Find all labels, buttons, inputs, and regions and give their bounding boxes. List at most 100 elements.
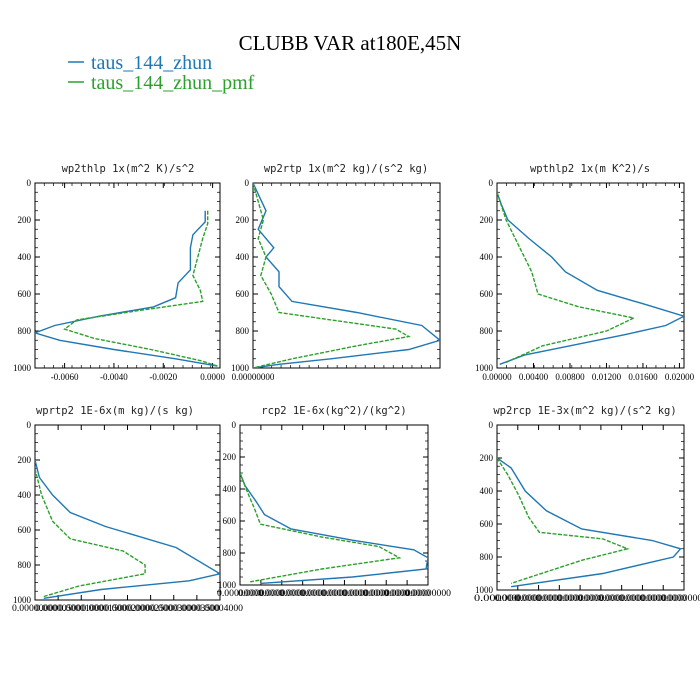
y-tick-label: 200 (480, 215, 494, 225)
x-tick-label: 0.00000000 (619, 593, 666, 603)
panel-1: wp2thlp 1x(m^2 K)/s^2 0 200 400 600 800 1000 -0… (13, 163, 225, 382)
x-tick-label: 0.00000000 (217, 588, 264, 598)
y-tick-label: 200 (236, 215, 250, 225)
y-tick-label: 800 (480, 552, 494, 562)
panel-title: wpthlp2 1x(m K^2)/s (530, 163, 650, 175)
x-tick-label: 0.00000000 (640, 593, 687, 603)
x-tick-label: 0.00000000 (495, 593, 542, 603)
y-tick-label: 200 (223, 452, 237, 462)
plot-frame (496, 424, 685, 591)
x-tick-label: 0.00000000 (12, 603, 59, 613)
y-tick-label: 0 (232, 420, 237, 430)
panel-title: rcp2 1E-6x(kg^2)/(kg^2) (261, 405, 406, 417)
series-line-taus-144-zhun (35, 459, 220, 599)
y-tick-label: 1000 (231, 363, 250, 373)
y-tick-label: 0 (489, 420, 494, 430)
y-tick-label: 800 (480, 326, 494, 336)
panel-3: wpthlp2 1x(m K^2)/s020040060080010000.00… (475, 163, 695, 382)
x-tick-label: 0.00000 (482, 372, 512, 382)
panel-title: wp2rtp 1x(m^2 kg)/(s^2 kg) (264, 163, 428, 175)
y-tick-label: 400 (223, 484, 237, 494)
x-tick-label: 0.00004000 (197, 603, 244, 613)
x-tick-label: 0.00000000 (661, 593, 700, 603)
x-tick-label: -0.0040 (100, 372, 128, 382)
panel-title: wp2rcp 1E-3x(m^2 kg)/(s^2 kg) (493, 405, 676, 417)
x-tick-label: 0.000000 (474, 593, 521, 603)
x-tick-label: 0.00000000 (321, 588, 368, 598)
y-tick-label: 800 (18, 560, 32, 570)
x-tick-label: 0.01600 (628, 372, 658, 382)
y-tick-label: 600 (236, 289, 250, 299)
x-tick-label: 0.00000500 (35, 603, 82, 613)
series-line-taus-144-zhun (253, 183, 440, 368)
x-tick-label: 0.00800 (555, 372, 585, 382)
x-tick-label: 0.00000000 (516, 593, 563, 603)
y-tick-label: 200 (18, 215, 32, 225)
x-tick-label: 0.00000000 (405, 588, 452, 598)
series-line-taus-144-zhun (497, 457, 682, 588)
y-tick-label: 400 (236, 252, 250, 262)
y-tick-label: 0 (245, 178, 250, 188)
y-tick-label: 1000 (13, 363, 32, 373)
y-tick-label: 600 (480, 519, 494, 529)
panel-6: wp2rcp 1E-3x(m^2 kg)/(s^2 kg) 0 200 400 600 8… (474, 405, 700, 603)
y-tick-label: 800 (223, 548, 237, 558)
x-tick-label: 0.00000000 (557, 593, 604, 603)
series-line-taus-144-zhun (240, 472, 428, 585)
y-tick-label: 200 (18, 455, 32, 465)
y-tick-label: 400 (18, 490, 32, 500)
panel-title: wprtp2 1E-6x(m kg)/(s kg) (36, 405, 194, 417)
x-tick-label: 0.00000000 (259, 588, 306, 598)
x-tick-label: 0.00001500 (81, 603, 128, 613)
x-tick-label: 0.00000000 (280, 588, 327, 598)
x-tick-label: 0.00001000 (58, 603, 105, 613)
series-line-taus-144-zhun-pmf (253, 183, 411, 368)
y-tick-label: 200 (480, 453, 494, 463)
series-line-taus-144-zhun (497, 192, 684, 365)
y-tick-label: 600 (480, 289, 494, 299)
x-tick-label: 0.00000000 (578, 593, 625, 603)
x-tick-label: 0.01200 (592, 372, 622, 382)
x-tick-label: 0.00000000 (238, 588, 285, 598)
x-tick-label: 0.00000000 (599, 593, 646, 603)
x-tick-label: 0.02000 (665, 372, 695, 382)
x-tick-label: 0.00000000 (384, 588, 431, 598)
x-tick-label: 0.00000000 (301, 588, 348, 598)
x-tick-label: -0.0020 (149, 372, 177, 382)
series-line-taus-144-zhun-pmf (240, 472, 402, 583)
y-tick-label: 600 (18, 525, 32, 535)
x-tick-label: 0.00400 (519, 372, 549, 382)
figure-title: CLUBB VAR at180E,45N (239, 31, 462, 55)
x-tick-label: 0.00002000 (105, 603, 152, 613)
plot-frame (34, 424, 221, 601)
y-tick-label: 800 (236, 326, 250, 336)
y-tick-label: 1000 (475, 363, 494, 373)
plot-frame (252, 182, 441, 369)
y-tick-label: 1000 (218, 580, 237, 590)
x-tick-label: 0.0000 (200, 372, 225, 382)
plot-frame (496, 182, 685, 369)
legend-label-2: taus_144_zhun_pmf (91, 72, 255, 94)
y-tick-label: 400 (18, 252, 32, 262)
x-tick-label: -0.0060 (51, 372, 79, 382)
panel-title: wp2thlp 1x(m^2 K)/s^2 (62, 163, 195, 175)
panel-5: rcp2 1E-6x(kg^2)/(kg^2) 0 200 400 600 800 1000… (217, 405, 452, 598)
x-tick-label: 0.00003500 (174, 603, 221, 613)
x-tick-label: 0.00000000 (232, 372, 275, 382)
y-tick-label: 400 (480, 486, 494, 496)
x-tick-label: 0.00000000 (536, 593, 583, 603)
panels: wp2thlp 1x(m^2 K)/s^2 0 200 400 600 800 1000 -0… (12, 163, 700, 613)
y-tick-label: 0 (489, 178, 494, 188)
series-line-taus-144-zhun-pmf (497, 192, 636, 364)
x-tick-label: 0.00003000 (151, 603, 198, 613)
y-tick-label: 600 (18, 289, 32, 299)
panel-4: wprtp2 1E-6x(m kg)/(s kg) 0 200 400 600 800 10… (12, 405, 244, 613)
series-line-taus-144-zhun-pmf (63, 210, 218, 367)
x-tick-label: 0.00000000 (363, 588, 410, 598)
y-tick-label: 1000 (475, 585, 494, 595)
series-line-taus-144-zhun-pmf (497, 457, 630, 585)
x-tick-label: 0.00002500 (128, 603, 175, 613)
x-tick-label: 0.00000000 (342, 588, 389, 598)
legend: taus_144_zhun taus_144_zhun_pmf (68, 52, 255, 94)
